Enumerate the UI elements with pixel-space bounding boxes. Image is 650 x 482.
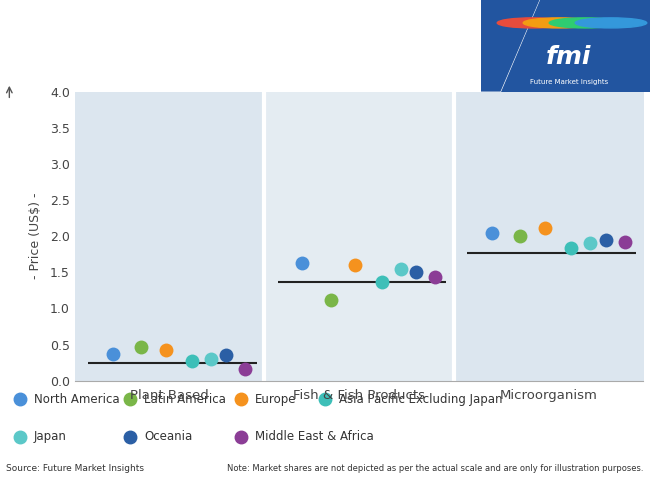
Text: Asia Pacific Excluding Japan: Asia Pacific Excluding Japan bbox=[339, 393, 503, 406]
Text: Fish Feed Price Benchmark Key Regions: Fish Feed Price Benchmark Key Regions bbox=[13, 18, 437, 37]
Circle shape bbox=[549, 18, 621, 28]
Circle shape bbox=[523, 18, 595, 28]
Text: Source: Future Market Insights: Source: Future Market Insights bbox=[6, 464, 144, 473]
Polygon shape bbox=[481, 0, 540, 92]
Bar bbox=[75, 92, 265, 381]
Text: North America: North America bbox=[34, 393, 120, 406]
Circle shape bbox=[497, 18, 569, 28]
Text: Note: Market shares are not depicted as per the actual scale and are only for il: Note: Market shares are not depicted as … bbox=[227, 464, 644, 473]
Text: Oceania: Oceania bbox=[144, 430, 192, 443]
Text: Japan: Japan bbox=[34, 430, 67, 443]
Circle shape bbox=[575, 18, 647, 28]
Text: Future Market Insights: Future Market Insights bbox=[530, 80, 608, 85]
Text: fmi: fmi bbox=[546, 45, 592, 69]
Text: Europe: Europe bbox=[255, 393, 296, 406]
Text: Middle East & Africa: Middle East & Africa bbox=[255, 430, 374, 443]
Text: by Product, 2020: by Product, 2020 bbox=[13, 59, 144, 75]
Text: Latin America: Latin America bbox=[144, 393, 226, 406]
Bar bbox=[265, 92, 454, 381]
Bar bbox=[454, 92, 644, 381]
Polygon shape bbox=[500, 0, 650, 92]
Y-axis label: - Price (US$) -: - Price (US$) - bbox=[29, 193, 42, 280]
